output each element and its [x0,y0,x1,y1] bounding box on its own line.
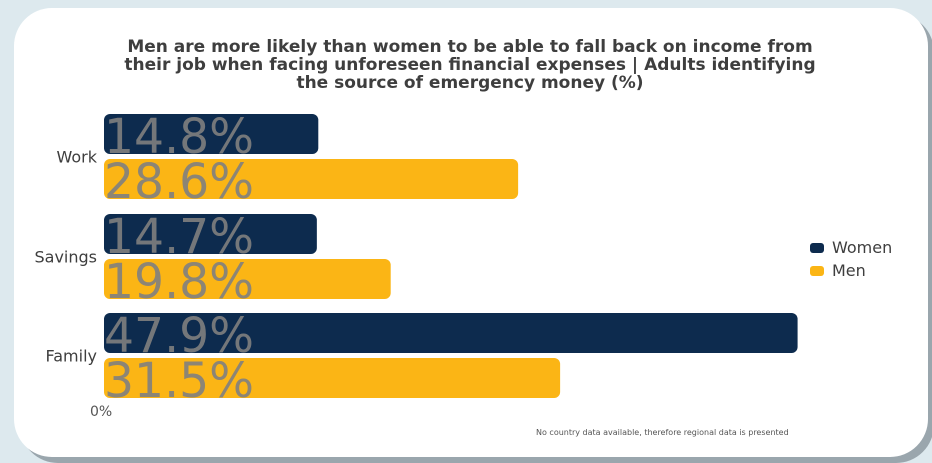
legend-item-women: Women [810,236,892,259]
legend: Women Men [810,236,892,282]
category-label-savings: Savings [34,248,97,267]
legend-label-women: Women [832,238,893,257]
bar-men-family [104,358,561,398]
bar-women-family [104,313,798,353]
x-axis-zero-label: 0% [90,404,113,420]
category-label-work: Work [56,148,97,167]
bar-men-work [104,159,519,199]
chart-title: Men are more likely than women to be abl… [124,37,816,93]
value-label-men-family: 31.5% [104,353,254,409]
bar-women-work [104,114,319,154]
legend-swatch-men [810,265,824,276]
legend-label-men: Men [832,261,866,280]
value-label-men-savings: 19.8% [104,254,254,310]
value-label-women-family: 47.9% [104,308,254,364]
value-label-men-work: 28.6% [104,154,254,210]
value-label-women-savings: 14.7% [104,209,254,265]
bar-men-savings [104,259,391,299]
category-label-family: Family [46,347,97,366]
legend-item-men: Men [810,259,892,282]
bar-women-savings [104,214,317,254]
value-label-women-work: 14.8% [104,109,254,165]
footnote: No country data available, therefore reg… [536,428,789,437]
legend-swatch-women [810,242,824,253]
